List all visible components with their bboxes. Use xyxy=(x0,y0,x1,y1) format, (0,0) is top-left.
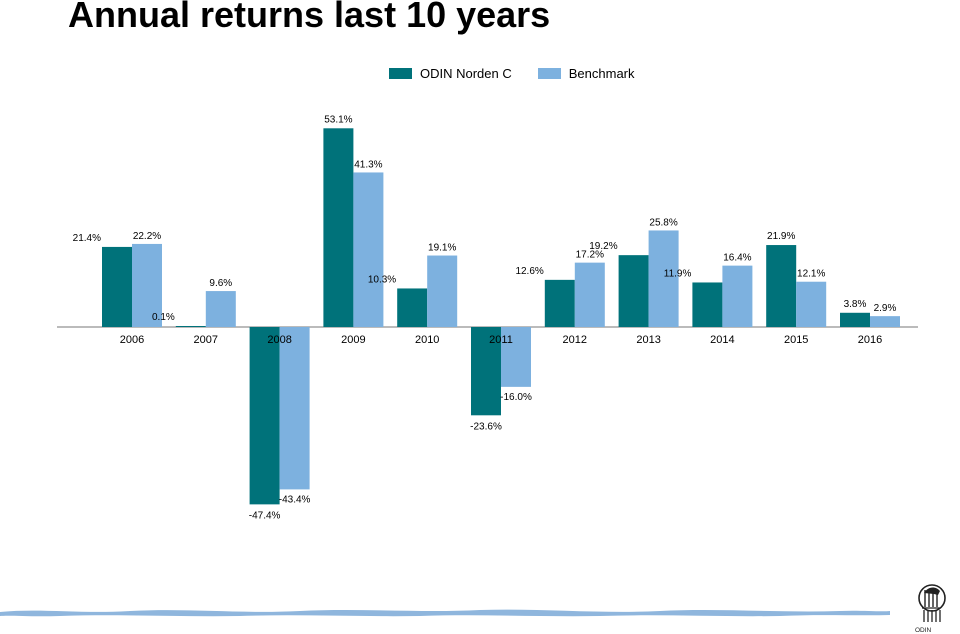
x-tick-label-2011: 2011 xyxy=(489,334,513,346)
bar-series-2-2007 xyxy=(205,291,236,327)
x-tick-label-2013: 2013 xyxy=(636,334,660,346)
bar-series-1-2008 xyxy=(249,327,280,505)
logo-text: ODIN xyxy=(915,627,932,634)
bar-series-1-2014 xyxy=(692,282,723,327)
bar-series-1-2010 xyxy=(397,288,428,327)
data-label-series-1-2010: 10.3% xyxy=(368,274,396,285)
legend-item-series-2: Benchmark xyxy=(537,66,635,81)
data-label-series-1-2013: 19.2% xyxy=(589,241,617,252)
footer-wave-decoration xyxy=(0,609,890,617)
x-tick-label-2009: 2009 xyxy=(341,334,365,346)
legend: ODIN Norden C Benchmark xyxy=(389,66,661,81)
data-label-series-2-2008: -43.4% xyxy=(279,494,311,505)
x-tick-label-2014: 2014 xyxy=(710,334,734,346)
data-label-series-1-2008: -47.4% xyxy=(249,510,281,521)
bar-series-2-2006 xyxy=(132,243,162,327)
data-label-series-1-2012: 12.6% xyxy=(515,266,543,277)
x-tick-label-2015: 2015 xyxy=(784,334,808,346)
bar-series-1-2007 xyxy=(175,326,206,327)
bar-series-1-2015 xyxy=(766,245,797,327)
bar-series-1-2013 xyxy=(618,255,649,327)
x-tick-label-2008: 2008 xyxy=(267,334,291,346)
odin-logo: ODIN xyxy=(915,584,946,634)
data-label-series-2-2015: 12.1% xyxy=(797,269,825,280)
bar-series-1-2011 xyxy=(471,327,501,416)
bar-series-1-2006 xyxy=(102,246,132,327)
bar-series-2-2013 xyxy=(648,230,679,327)
x-tick-label-2012: 2012 xyxy=(563,334,587,346)
legend-swatch-series-2 xyxy=(537,68,561,79)
data-label-series-2-2010: 19.1% xyxy=(428,243,456,254)
legend-item-series-1: ODIN Norden C xyxy=(389,66,512,81)
bar-series-2-2016 xyxy=(870,316,900,327)
data-label-series-2-2012: 17.2% xyxy=(576,250,604,261)
data-label-series-1-2009: 53.1% xyxy=(324,114,352,125)
x-tick-label-2010: 2010 xyxy=(415,334,439,346)
legend-label-series-1: ODIN Norden C xyxy=(420,66,512,81)
bar-series-1-2012 xyxy=(544,279,575,327)
bar-series-1-2016 xyxy=(840,312,870,327)
legend-swatch-series-1 xyxy=(389,68,412,79)
bar-series-2-2015 xyxy=(796,281,827,327)
data-label-series-1-2016: 3.8% xyxy=(844,299,867,310)
x-tick-label-2006: 2006 xyxy=(120,334,144,346)
bar-series-2-2012 xyxy=(574,262,605,327)
data-label-series-2-2014: 16.4% xyxy=(723,253,751,264)
data-label-series-1-2011: -23.6% xyxy=(470,421,502,432)
chart-title: Annual returns last 10 years xyxy=(68,0,551,35)
x-tick-label-2007: 2007 xyxy=(194,334,218,346)
bar-series-2-2014 xyxy=(722,265,753,327)
data-label-series-1-2007: 0.1% xyxy=(152,312,175,323)
data-label-series-2-2007: 9.6% xyxy=(209,278,232,289)
data-label-series-1-2015: 21.9% xyxy=(767,231,795,242)
legend-label-series-2: Benchmark xyxy=(568,66,635,81)
data-label-series-2-2013: 25.8% xyxy=(649,217,677,228)
x-tick-label-2016: 2016 xyxy=(858,334,882,346)
data-label-series-1-2006: 21.4% xyxy=(73,233,101,244)
data-label-series-2-2011: -16.0% xyxy=(500,392,532,403)
bar-series-2-2008 xyxy=(279,327,310,490)
bar-series-2-2010 xyxy=(427,255,458,327)
data-label-series-2-2006: 22.2% xyxy=(133,231,161,242)
data-label-series-2-2016: 2.9% xyxy=(874,303,897,314)
bar-series-2-2009 xyxy=(353,172,384,327)
data-label-series-1-2014: 11.9% xyxy=(664,268,692,279)
data-label-series-2-2009: 41.3% xyxy=(354,159,382,170)
bar-series-1-2009 xyxy=(323,128,354,327)
bar-series-2-2011 xyxy=(501,327,531,387)
